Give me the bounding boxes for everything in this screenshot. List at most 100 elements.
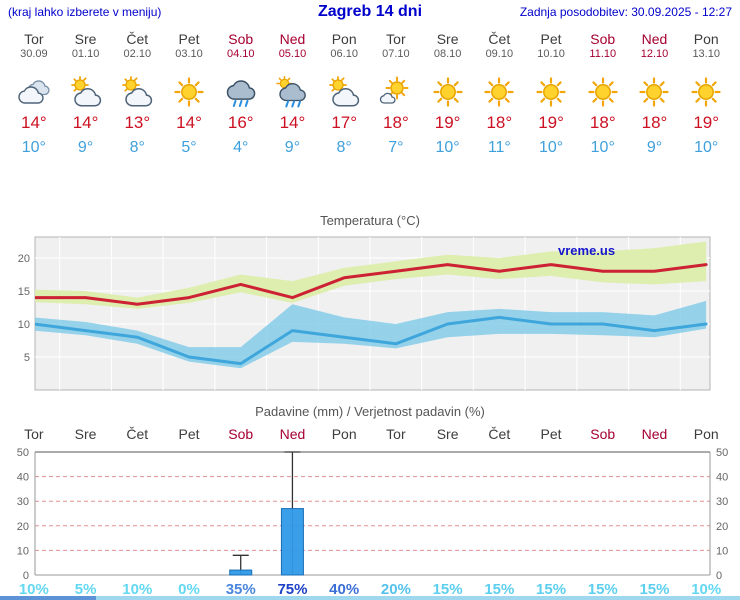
day-name: Tor [24, 31, 44, 47]
day-name: Pet [540, 31, 562, 47]
forecast-day-column: Pon 13.10 19° 10° [680, 31, 732, 160]
temperature-chart: 5 10 15 20 vreme.us [18, 236, 711, 391]
precip-ytick-label-right: 0 [716, 570, 722, 582]
temp-ytick-label: 15 [18, 286, 30, 298]
rain-icon [224, 76, 258, 108]
watermark: vreme.us [558, 243, 615, 258]
precip-probability: 15% [536, 581, 567, 598]
forecast-day-column: Pet 03.10 14° 5° [163, 31, 215, 160]
precip-probability: 15% [432, 581, 463, 598]
cloudy-icon [17, 76, 51, 108]
bottom-cutoff-strip-segment [0, 596, 96, 600]
precip-ytick-label-right: 20 [716, 521, 728, 533]
precip-ytick-label-left: 50 [17, 447, 29, 459]
precipitation-chart: 0 0 10 10 20 20 30 30 40 40 50 50 [17, 447, 729, 582]
forecast-day-column: Ned 12.10 18° 9° [629, 31, 681, 160]
precip-ytick-label-left: 10 [17, 545, 29, 557]
day-date: 03.10 [175, 48, 203, 60]
day-high-temp: 18° [641, 113, 668, 132]
forecast-day-column: Sob 11.10 18° 10° [577, 31, 629, 160]
forecast-day-column: Tor 07.10 18° 7° [370, 31, 422, 160]
sun-icon [431, 76, 465, 108]
forecast-strip: Tor 30.09 14° 10° Sre 01.10 14° 9° Čet 02.10 13° 8°… [8, 31, 732, 160]
day-low-temp: 10° [590, 139, 615, 156]
day-high-temp: 17° [331, 113, 358, 132]
day-high-temp: 18° [589, 113, 616, 132]
day-low-temp: 10° [694, 139, 719, 156]
day-date: 30.09 [20, 48, 48, 60]
day-low-temp: 10° [538, 139, 564, 156]
precip-probability: 15% [639, 581, 670, 598]
day-name: Čet [488, 31, 511, 47]
forecast-day-column: Tor 30.09 14° 10° [8, 31, 60, 160]
day-low-temp: 8° [336, 139, 352, 156]
precip-probability: 10% [18, 581, 49, 598]
day-high-temp: 19° [434, 113, 461, 132]
precip-day-label: Pon [331, 426, 357, 442]
day-name: Sob [228, 31, 254, 47]
temp-ytick-label: 10 [18, 319, 30, 331]
precip-probability: 10% [122, 581, 153, 598]
day-high-temp: 14° [176, 113, 202, 132]
page-title: Zagreb 14 dni [317, 3, 423, 20]
day-date: 04.10 [226, 48, 255, 60]
sun-cloud-icon [327, 76, 361, 108]
day-date: 10.10 [537, 48, 565, 60]
day-low-temp: 8° [129, 139, 145, 156]
day-high-temp: 18° [486, 113, 513, 132]
precip-day-label: Sre [436, 426, 459, 442]
day-name: Tor [386, 31, 406, 47]
rain-sun-icon [275, 76, 309, 108]
precip-day-label: Čet [488, 426, 511, 442]
day-low-temp: 5° [181, 139, 197, 156]
precip-day-label: Pet [540, 426, 562, 442]
day-high-temp: 19° [538, 113, 564, 132]
sun-icon [689, 76, 723, 108]
menu-hint: (kraj lahko izberete v meniju) [8, 5, 162, 19]
day-date: 01.10 [71, 48, 100, 60]
sun-cloud-icon [120, 76, 154, 108]
day-low-temp: 7° [388, 139, 404, 156]
precip-day-labels: Tor Sre Čet Pet Sob Ned Pon Tor Sre Čet Pet Sob Ned P… [8, 426, 732, 442]
precip-bar [280, 508, 304, 576]
forecast-day-column: Čet 02.10 13° 8° [111, 31, 163, 160]
forecast-day-column: Čet 09.10 18° 11° [473, 31, 525, 160]
day-low-temp: 4° [233, 139, 249, 156]
temp-line [35, 315, 708, 366]
day-date: 13.10 [692, 48, 720, 60]
day-high-temp: 14° [21, 113, 47, 132]
precip-ytick-label-right: 30 [716, 496, 728, 508]
day-date: 11.10 [589, 48, 617, 60]
precip-probability: 15% [587, 581, 618, 598]
precip-day-label: Ned [279, 426, 306, 442]
day-name: Sre [436, 31, 459, 47]
day-date: 02.10 [123, 48, 152, 60]
day-date: 09.10 [485, 48, 514, 60]
precip-ytick-label-left: 30 [17, 496, 29, 508]
temp-band [35, 300, 707, 369]
precip-ytick-label-left: 20 [17, 521, 29, 533]
precip-ytick-label-left: 0 [23, 570, 29, 582]
day-low-temp: 10° [435, 139, 460, 156]
precip-probabilities: 10% 5% 10% 0% 35% 75% 40% 20% 15% 15% 15% 15% 15% 10% [8, 581, 732, 598]
forecast-day-column: Pon 06.10 17° 8° [318, 31, 370, 160]
day-low-temp: 9° [284, 139, 301, 156]
forecast-day-column: Ned 05.10 14° 9° [267, 31, 319, 160]
precip-gridlines [35, 451, 710, 551]
day-high-temp: 18° [383, 113, 409, 132]
precip-probability: 40% [329, 581, 360, 598]
day-low-temp: 9° [646, 139, 663, 156]
sun-icon [586, 76, 620, 108]
temp-line [35, 263, 708, 306]
day-name: Pon [331, 31, 357, 47]
precip-probability: 20% [380, 581, 411, 598]
day-low-temp: 9° [77, 139, 94, 156]
forecast-day-column: Sre 08.10 19° 10° [422, 31, 474, 160]
precip-axes [34, 451, 711, 576]
day-name: Pet [178, 31, 200, 47]
sun-small-cloud-icon [379, 76, 413, 108]
day-high-temp: 14° [72, 113, 99, 132]
precip-ytick-label-right: 10 [716, 545, 728, 557]
day-name: Sre [74, 31, 97, 47]
precip-day-label: Tor [24, 426, 44, 442]
